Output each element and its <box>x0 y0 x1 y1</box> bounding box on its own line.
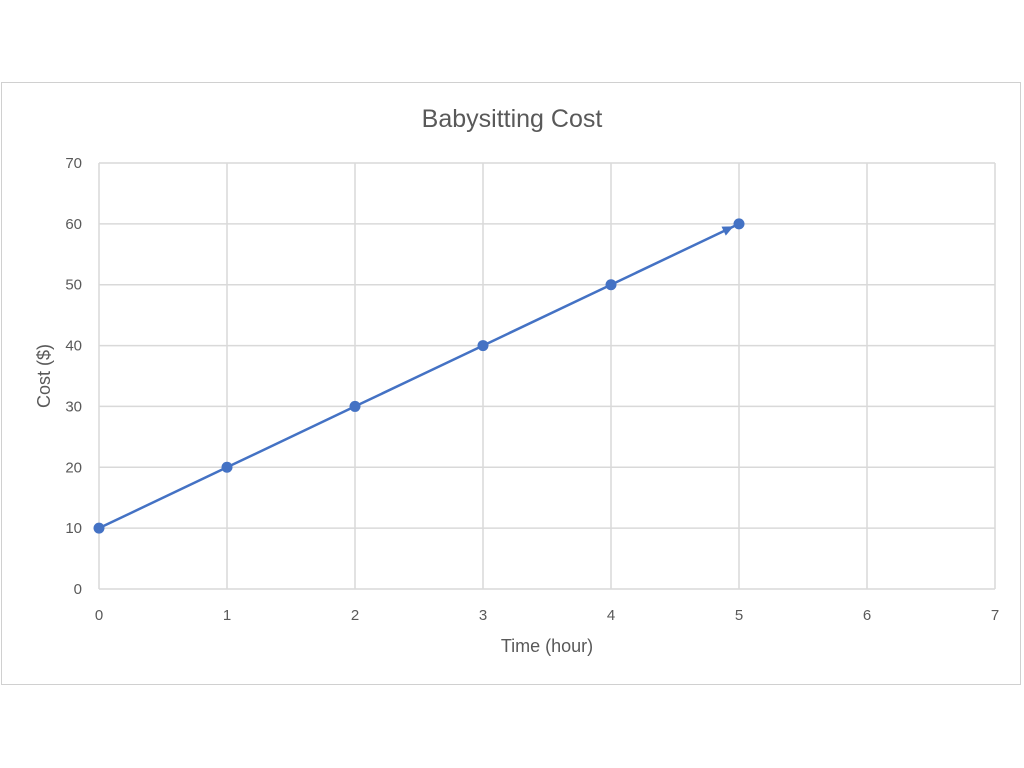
grid <box>98 162 996 590</box>
x-tick-label: 2 <box>351 607 359 624</box>
y-tick-label: 70 <box>65 155 82 172</box>
series-layer <box>93 218 745 534</box>
y-tick-label: 40 <box>65 338 82 355</box>
data-point <box>733 218 745 230</box>
series-line <box>98 222 740 530</box>
x-tick-label: 1 <box>223 607 231 624</box>
data-point <box>93 522 105 534</box>
y-tick-label: 30 <box>65 398 82 415</box>
x-tick-label: 4 <box>607 607 615 624</box>
y-tick-label: 10 <box>65 520 82 537</box>
x-tick-label: 7 <box>991 607 999 624</box>
data-point <box>221 461 233 473</box>
y-tick-label: 50 <box>65 277 82 294</box>
y-tick-label: 60 <box>65 216 82 233</box>
y-axis-label: Cost ($) <box>34 344 54 408</box>
chart-area <box>1 82 1021 685</box>
data-point <box>605 279 617 291</box>
chart-title: Babysitting Cost <box>422 105 603 133</box>
x-tick-label: 0 <box>95 607 103 624</box>
y-tick-label: 20 <box>65 459 82 476</box>
x-tick-label: 3 <box>479 607 487 624</box>
x-tick-label: 6 <box>863 607 871 624</box>
y-tick-label: 0 <box>74 581 82 598</box>
x-tick-label: 5 <box>735 607 743 624</box>
x-axis-label: Time (hour) <box>501 636 593 656</box>
data-point <box>349 400 361 412</box>
data-point <box>477 340 489 352</box>
line-arrowhead <box>721 226 734 236</box>
